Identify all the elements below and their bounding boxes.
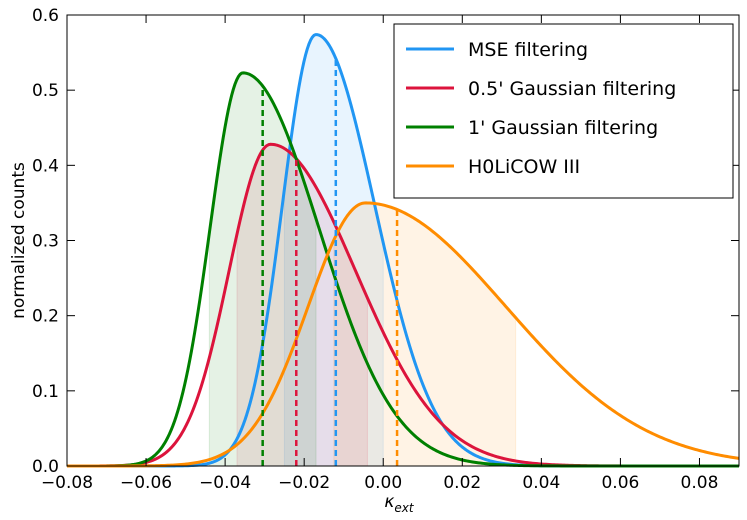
axis-ticks: −0.08 −0.06 −0.04 −0.02 0.00 0.02 0.04 0.06 0.08… xyxy=(32,6,739,493)
median-lines xyxy=(261,58,399,466)
band-h0licow-iii xyxy=(333,202,517,467)
x-tick-label: −0.04 xyxy=(199,473,251,493)
y-tick-label: 0.5 xyxy=(32,81,59,101)
x-tick-label: 0.04 xyxy=(522,473,560,493)
legend-label-1-gaussian-filtering: 1' Gaussian filtering xyxy=(468,117,658,139)
legend-label-h0licow-iii: H0LiCOW III xyxy=(468,156,580,178)
x-tick-label: 0.08 xyxy=(681,473,719,493)
x-tick-label: −0.02 xyxy=(278,473,330,493)
x-tick-label: −0.08 xyxy=(41,473,93,493)
x-tick-label: 0.00 xyxy=(364,473,402,493)
x-axis-label-main: κ xyxy=(384,492,394,512)
x-axis-label: κext xyxy=(384,492,415,515)
y-tick-label: 0.0 xyxy=(32,457,59,477)
y-tick-label: 0.6 xyxy=(32,6,59,26)
y-tick-label: 0.1 xyxy=(32,382,59,402)
x-tick-label: 0.02 xyxy=(443,473,481,493)
y-tick-label: 0.3 xyxy=(32,232,59,252)
legend-label-mse-filtering: MSE filtering xyxy=(468,39,588,61)
x-tick-label: −0.06 xyxy=(120,473,172,493)
x-axis-label-subscript: ext xyxy=(394,501,414,515)
y-axis-label: normalized counts xyxy=(9,162,29,319)
legend-box xyxy=(393,23,734,199)
legend-label-0-5-gaussian-filtering: 0.5' Gaussian filtering xyxy=(468,78,676,100)
curve-h0licow-iii xyxy=(67,201,740,468)
x-tick-label: 0.06 xyxy=(601,473,639,493)
y-tick-label: 0.4 xyxy=(32,156,59,176)
y-tick-label: 0.2 xyxy=(32,307,59,327)
legend: MSE filtering 0.5' Gaussian filtering 1' G… xyxy=(393,23,734,199)
